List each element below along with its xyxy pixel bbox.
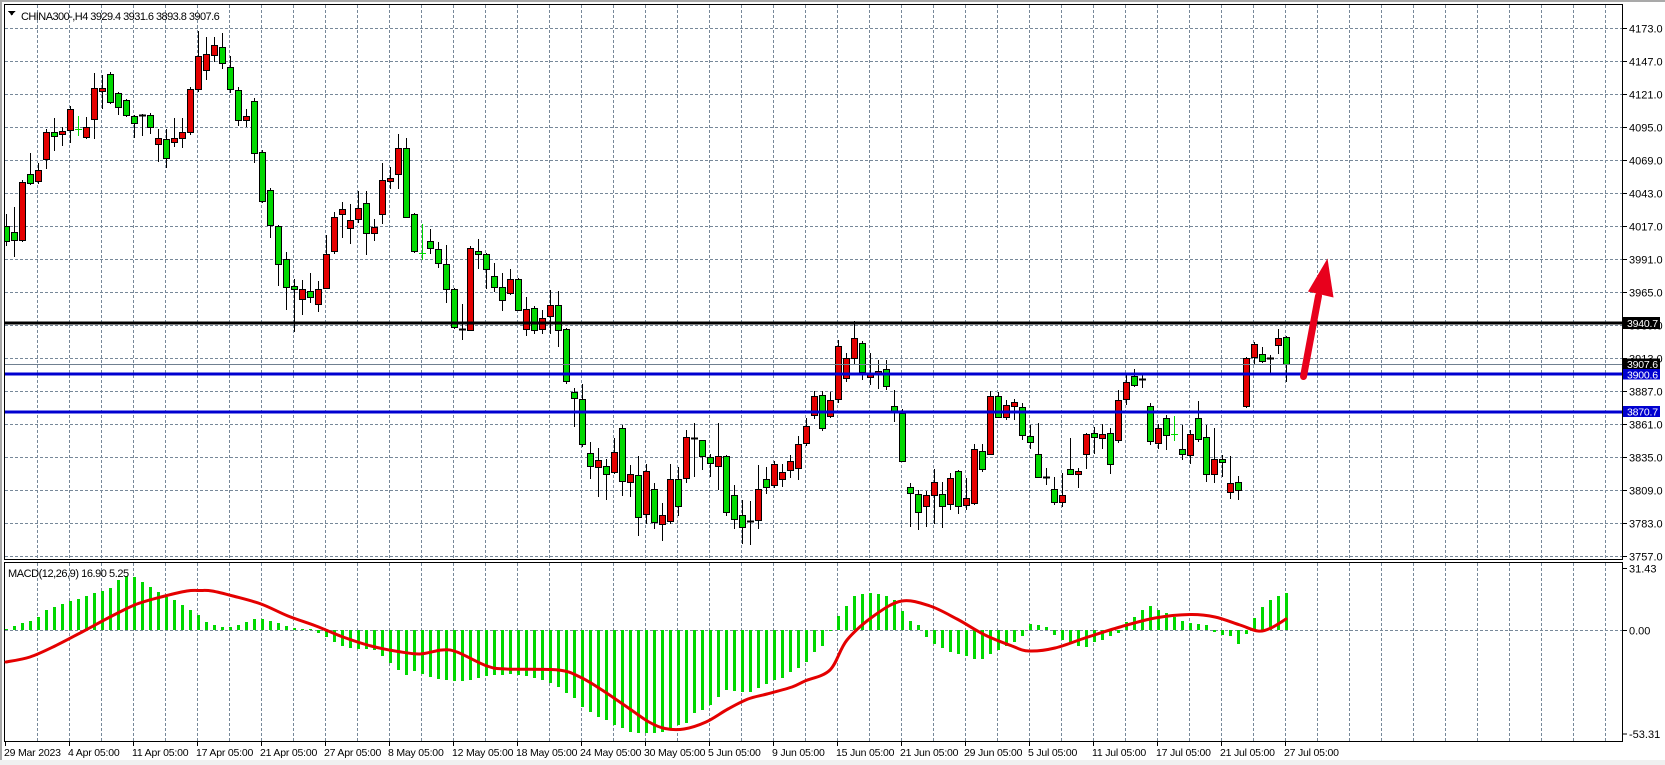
svg-text:5 Jul 05:00: 5 Jul 05:00 (1028, 747, 1078, 759)
svg-text:4173.0: 4173.0 (1629, 24, 1663, 36)
svg-text:27 Jul 05:00: 27 Jul 05:00 (1284, 747, 1339, 759)
svg-text:9 Jun 05:00: 9 Jun 05:00 (772, 747, 825, 759)
svg-text:4147.0: 4147.0 (1629, 57, 1663, 69)
svg-text:3783.0: 3783.0 (1629, 519, 1663, 531)
svg-text:3940.7: 3940.7 (1627, 318, 1658, 330)
svg-text:3900.6: 3900.6 (1627, 369, 1658, 381)
svg-text:3870.7: 3870.7 (1627, 407, 1658, 419)
svg-text:30 May 05:00: 30 May 05:00 (644, 747, 706, 759)
svg-text:3809.0: 3809.0 (1629, 486, 1663, 498)
svg-text:17 Jul 05:00: 17 Jul 05:00 (1156, 747, 1211, 759)
svg-text:3991.0: 3991.0 (1629, 255, 1663, 267)
svg-text:3965.0: 3965.0 (1629, 288, 1663, 300)
svg-text:31.43: 31.43 (1629, 564, 1657, 576)
svg-text:29 Mar 2023: 29 Mar 2023 (4, 747, 61, 759)
svg-text:27 Apr 05:00: 27 Apr 05:00 (324, 747, 382, 759)
svg-text:3861.0: 3861.0 (1629, 420, 1663, 432)
svg-text:4043.0: 4043.0 (1629, 189, 1663, 201)
svg-text:24 May 05:00: 24 May 05:00 (580, 747, 642, 759)
svg-text:4095.0: 4095.0 (1629, 123, 1663, 135)
svg-text:CHINA300-,H4 3929.4 3931.6 38: CHINA300-,H4 3929.4 3931.6 3893.8 3907.6 (21, 11, 220, 23)
svg-text:18 May 05:00: 18 May 05:00 (516, 747, 578, 759)
svg-text:12 May 05:00: 12 May 05:00 (452, 747, 514, 759)
svg-text:3835.0: 3835.0 (1629, 453, 1663, 465)
svg-text:11 Apr 05:00: 11 Apr 05:00 (132, 747, 189, 759)
svg-text:4017.0: 4017.0 (1629, 222, 1663, 234)
svg-text:0.00: 0.00 (1629, 626, 1650, 638)
svg-text:15 Jun 05:00: 15 Jun 05:00 (836, 747, 895, 759)
svg-text:3907.6: 3907.6 (1627, 359, 1658, 371)
svg-text:4121.0: 4121.0 (1629, 90, 1663, 102)
svg-text:29 Jun 05:00: 29 Jun 05:00 (964, 747, 1023, 759)
svg-text:MACD(12,26,9) 16.90 5.25: MACD(12,26,9) 16.90 5.25 (8, 568, 129, 580)
svg-text:3757.0: 3757.0 (1629, 552, 1663, 564)
svg-text:-53.31: -53.31 (1629, 729, 1660, 741)
svg-text:21 Apr 05:00: 21 Apr 05:00 (260, 747, 318, 759)
svg-text:5 Jun 05:00: 5 Jun 05:00 (708, 747, 761, 759)
svg-text:21 Jun 05:00: 21 Jun 05:00 (900, 747, 959, 759)
svg-text:4069.0: 4069.0 (1629, 156, 1663, 168)
svg-text:8 May 05:00: 8 May 05:00 (388, 747, 444, 759)
svg-text:11 Jul 05:00: 11 Jul 05:00 (1092, 747, 1146, 759)
svg-text:4 Apr 05:00: 4 Apr 05:00 (68, 747, 120, 759)
svg-text:17 Apr 05:00: 17 Apr 05:00 (196, 747, 254, 759)
svg-text:3887.0: 3887.0 (1629, 387, 1663, 399)
svg-text:21 Jul 05:00: 21 Jul 05:00 (1220, 747, 1275, 759)
